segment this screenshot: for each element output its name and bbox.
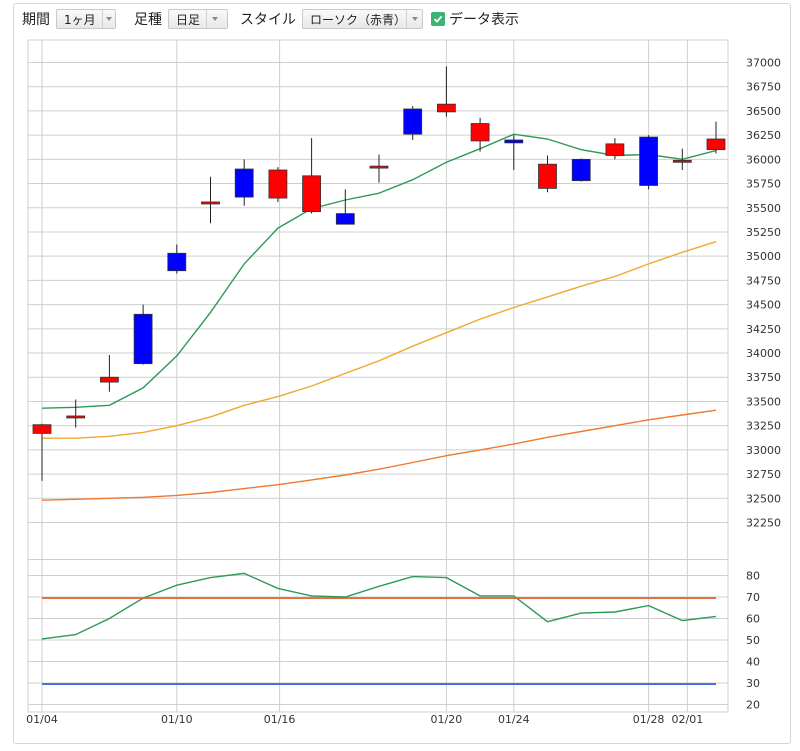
candle-down	[167, 252, 187, 272]
chevron-down-icon	[101, 10, 115, 28]
candle-up	[100, 376, 119, 383]
chevron-down-icon	[406, 10, 422, 28]
plot-frame	[27, 39, 729, 713]
price-tick-label: 36500	[746, 105, 781, 118]
period-select-value: 1ヶ月	[64, 12, 96, 27]
candle-up	[268, 169, 288, 199]
style-select-value: ローソク（赤青）	[310, 12, 407, 27]
price-tick-label: 34000	[746, 347, 781, 360]
foot-select[interactable]: 日足	[168, 9, 228, 29]
candle-up	[201, 201, 220, 205]
chevron-down-icon	[206, 10, 223, 28]
price-tick-label: 32750	[746, 468, 781, 481]
toolbar: 期間 1ヶ月 足種 日足 スタイル ローソク（赤青） データ表示	[14, 4, 790, 34]
period-label: 期間	[22, 12, 50, 28]
candle-down	[335, 213, 355, 225]
price-tick-label: 32500	[746, 492, 781, 505]
ma-mid-line	[42, 241, 717, 439]
price-tick-label: 36750	[746, 81, 781, 94]
rsi-tick-label: 30	[746, 677, 760, 690]
style-label: スタイル	[240, 12, 296, 28]
candle-up	[369, 165, 389, 169]
candle-up	[605, 143, 625, 156]
style-select[interactable]: ローソク（赤青）	[302, 9, 423, 29]
price-tick-label: 35500	[746, 202, 781, 215]
candle-up	[302, 175, 322, 213]
rsi-tick-label: 40	[746, 656, 760, 669]
rsi-line	[41, 572, 717, 640]
price-tick-label: 34250	[746, 323, 781, 336]
foot-select-value: 日足	[176, 12, 201, 27]
ma-short-line	[41, 133, 717, 409]
x-tick-label: 01/04	[26, 713, 58, 726]
price-tick-label: 33500	[746, 395, 781, 408]
checkmark-icon	[433, 15, 443, 23]
ma-long-line	[41, 409, 717, 501]
candle-down	[234, 168, 254, 198]
candle-up	[66, 415, 86, 419]
chart-panel: 期間 1ヶ月 足種 日足 スタイル ローソク（赤青） データ表示	[13, 3, 791, 744]
x-tick-label: 02/01	[672, 713, 704, 726]
rsi-tick-label: 20	[746, 699, 760, 712]
x-tick-label: 01/10	[161, 713, 193, 726]
price-tick-label: 35000	[746, 250, 781, 263]
price-tick-label: 35750	[746, 178, 781, 191]
candle-down	[571, 158, 591, 182]
candle-down	[639, 136, 658, 186]
price-tick-label: 36000	[746, 153, 781, 166]
x-tick-label: 01/24	[498, 713, 530, 726]
price-tick-label: 34500	[746, 299, 781, 312]
data-display-checkbox[interactable]	[431, 12, 445, 26]
rsi-tick-label: 80	[746, 570, 760, 583]
price-tick-label: 33250	[746, 420, 781, 433]
candle-down	[504, 139, 524, 144]
data-display-label: データ表示	[449, 12, 519, 28]
rsi-tick-label: 50	[746, 634, 760, 647]
candle-up	[470, 123, 490, 142]
price-tick-label: 34750	[746, 274, 781, 287]
price-tick-label: 33750	[746, 371, 781, 384]
candle-down	[133, 313, 153, 365]
price-tick-label: 32250	[746, 517, 781, 530]
x-tick-label: 01/20	[431, 713, 463, 726]
candle-up	[672, 159, 692, 163]
candle-up	[436, 103, 456, 113]
price-tick-label: 35250	[746, 226, 781, 239]
period-select[interactable]: 1ヶ月	[56, 9, 116, 29]
candle-down	[403, 108, 423, 135]
rsi-tick-label: 70	[746, 591, 760, 604]
rsi-tick-label: 60	[746, 613, 760, 626]
candle-up	[538, 163, 557, 189]
price-tick-label: 33000	[746, 444, 781, 457]
price-tick-label: 37000	[746, 57, 781, 70]
price-tick-label: 36250	[746, 129, 781, 142]
x-tick-label: 01/16	[264, 713, 296, 726]
x-tick-label: 01/28	[633, 713, 665, 726]
candle-up	[706, 138, 726, 151]
foot-label: 足種	[134, 12, 162, 28]
candle-up	[32, 424, 52, 434]
